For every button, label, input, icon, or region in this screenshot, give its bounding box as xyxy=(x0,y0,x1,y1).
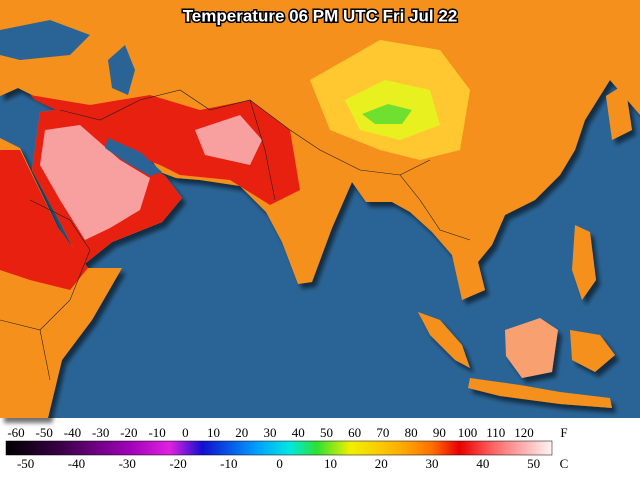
hot-zone xyxy=(0,150,88,290)
f-tick-label: 70 xyxy=(376,425,389,440)
c-tick-label: -40 xyxy=(68,456,85,471)
c-tick-label: 50 xyxy=(527,456,540,471)
c-tick-label: -20 xyxy=(169,456,186,471)
black-sea xyxy=(0,20,90,60)
c-tick-label: 30 xyxy=(426,456,439,471)
coolest-zone xyxy=(362,104,412,124)
f-tick-label: -40 xyxy=(64,425,81,440)
c-tick-label: -50 xyxy=(17,456,34,471)
f-tick-label: -50 xyxy=(36,425,53,440)
f-tick-label: 40 xyxy=(292,425,305,440)
c-tick-label: 10 xyxy=(324,456,337,471)
f-tick-label: 30 xyxy=(264,425,277,440)
f-tick-label: 80 xyxy=(405,425,418,440)
f-tick-label: -10 xyxy=(148,425,165,440)
f-tick-label: 0 xyxy=(182,425,189,440)
borders xyxy=(0,89,471,381)
f-tick-label: 90 xyxy=(433,425,446,440)
f-tick-label: 20 xyxy=(235,425,248,440)
f-tick-label: 110 xyxy=(486,425,505,440)
very-hot-zone xyxy=(40,125,150,240)
f-tick-label: 120 xyxy=(514,425,534,440)
f-tick-label: -30 xyxy=(92,425,109,440)
c-tick-label: 40 xyxy=(476,456,489,471)
c-tick-label: -10 xyxy=(220,456,237,471)
very-hot-zone xyxy=(195,115,262,165)
caspian-sea xyxy=(108,45,135,95)
f-tick-label: 10 xyxy=(207,425,220,440)
map-title: Temperature 06 PM UTC Fri Jul 22 xyxy=(183,6,458,25)
f-tick-label: -60 xyxy=(7,425,24,440)
f-tick-label: -20 xyxy=(120,425,137,440)
c-tick-label: 0 xyxy=(276,456,283,471)
c-tick-label: 20 xyxy=(375,456,388,471)
f-tick-label: 100 xyxy=(458,425,478,440)
color-scale xyxy=(5,440,553,456)
unit-f: F xyxy=(560,425,567,440)
persian-gulf xyxy=(105,138,162,176)
unit-c: C xyxy=(560,456,569,471)
c-tick-label: -30 xyxy=(119,456,136,471)
f-tick-label: 50 xyxy=(320,425,333,440)
f-tick-label: 60 xyxy=(348,425,361,440)
